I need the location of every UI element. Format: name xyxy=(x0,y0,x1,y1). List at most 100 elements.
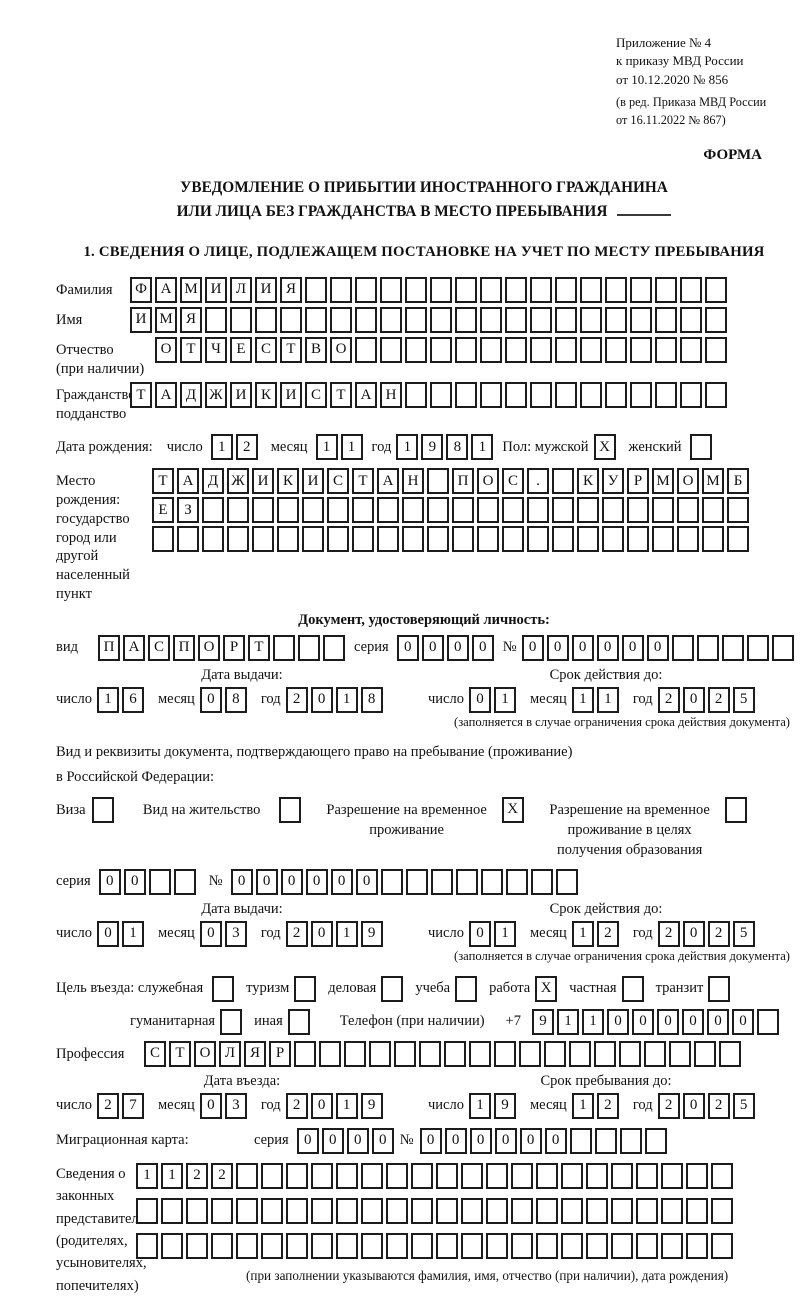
char-cell[interactable]: 1 xyxy=(493,686,516,713)
char-cell[interactable]: 2 xyxy=(96,1092,119,1119)
char-cell[interactable]: А xyxy=(155,382,177,409)
char-cell[interactable] xyxy=(705,382,727,409)
char-cell[interactable]: 1 xyxy=(96,686,119,713)
checkbox-purpose-private[interactable] xyxy=(621,975,644,1002)
char-cell[interactable]: Ч xyxy=(205,336,227,363)
char-cell[interactable] xyxy=(527,497,549,524)
char-cell[interactable] xyxy=(419,1040,441,1067)
char-cell[interactable]: 1 xyxy=(571,920,594,947)
char-cell[interactable]: И xyxy=(280,382,302,409)
char-cell[interactable] xyxy=(430,336,452,363)
char-cell[interactable]: Ф xyxy=(130,276,152,303)
char-cell[interactable] xyxy=(355,336,377,363)
char-cell[interactable]: 2 xyxy=(186,1162,208,1189)
char-cell[interactable]: 0 xyxy=(656,1008,679,1035)
char-cell[interactable]: Я xyxy=(180,306,202,333)
char-cell[interactable] xyxy=(161,1232,183,1259)
char-cell[interactable] xyxy=(569,1127,592,1154)
char-cell[interactable] xyxy=(652,526,674,553)
char-cell[interactable]: 0 xyxy=(521,634,544,661)
char-cell[interactable] xyxy=(530,868,553,895)
char-cell[interactable] xyxy=(552,526,574,553)
char-cell[interactable] xyxy=(561,1162,583,1189)
char-cell[interactable] xyxy=(152,526,174,553)
char-cell[interactable] xyxy=(302,497,324,524)
char-cell[interactable] xyxy=(580,336,602,363)
char-cell[interactable] xyxy=(236,1197,258,1224)
char-cell[interactable] xyxy=(527,526,549,553)
char-cell[interactable] xyxy=(386,1162,408,1189)
char-cell[interactable]: С xyxy=(144,1040,166,1067)
char-cell[interactable] xyxy=(148,868,171,895)
char-cell[interactable] xyxy=(252,497,274,524)
char-cell[interactable] xyxy=(186,1197,208,1224)
char-cell[interactable] xyxy=(355,276,377,303)
checkbox-purpose-business[interactable] xyxy=(381,975,404,1002)
char-cell[interactable]: 9 xyxy=(360,920,383,947)
char-cell[interactable]: 0 xyxy=(731,1008,754,1035)
char-cell[interactable]: Т xyxy=(169,1040,191,1067)
char-cell[interactable]: 0 xyxy=(305,868,328,895)
char-cell[interactable]: 2 xyxy=(235,434,258,461)
char-cell[interactable] xyxy=(311,1197,333,1224)
char-cell[interactable]: 1 xyxy=(581,1008,604,1035)
char-cell[interactable]: 2 xyxy=(707,920,730,947)
char-cell[interactable] xyxy=(502,526,524,553)
char-cell[interactable] xyxy=(661,1197,683,1224)
char-cell[interactable]: А xyxy=(377,468,399,495)
char-cell[interactable] xyxy=(311,1232,333,1259)
char-cell[interactable] xyxy=(505,382,527,409)
char-cell[interactable]: 0 xyxy=(321,1127,344,1154)
char-cell[interactable] xyxy=(577,526,599,553)
char-cell[interactable] xyxy=(505,336,527,363)
char-cell[interactable]: 0 xyxy=(596,634,619,661)
char-cell[interactable] xyxy=(469,1040,491,1067)
char-cell[interactable] xyxy=(411,1197,433,1224)
char-cell[interactable] xyxy=(136,1197,158,1224)
char-cell[interactable]: 1 xyxy=(556,1008,579,1035)
char-cell[interactable]: И xyxy=(255,276,277,303)
char-cell[interactable]: 0 xyxy=(468,686,491,713)
char-cell[interactable] xyxy=(677,526,699,553)
char-cell[interactable]: 0 xyxy=(682,920,705,947)
char-cell[interactable] xyxy=(756,1008,779,1035)
char-cell[interactable] xyxy=(380,276,402,303)
char-cell[interactable] xyxy=(477,497,499,524)
char-cell[interactable]: 0 xyxy=(469,1127,492,1154)
char-cell[interactable]: 0 xyxy=(355,868,378,895)
char-cell[interactable]: К xyxy=(255,382,277,409)
char-cell[interactable] xyxy=(611,1197,633,1224)
char-cell[interactable]: А xyxy=(155,276,177,303)
char-cell[interactable]: Р xyxy=(223,634,245,661)
char-cell[interactable] xyxy=(286,1232,308,1259)
char-cell[interactable]: И xyxy=(252,468,274,495)
char-cell[interactable] xyxy=(502,497,524,524)
char-cell[interactable] xyxy=(227,497,249,524)
char-cell[interactable]: Е xyxy=(152,497,174,524)
char-cell[interactable] xyxy=(680,276,702,303)
char-cell[interactable] xyxy=(711,1162,733,1189)
char-cell[interactable]: В xyxy=(305,336,327,363)
char-cell[interactable] xyxy=(536,1232,558,1259)
char-cell[interactable]: М xyxy=(702,468,724,495)
char-cell[interactable]: 0 xyxy=(346,1127,369,1154)
char-cell[interactable] xyxy=(555,382,577,409)
char-cell[interactable]: 8 xyxy=(446,434,469,461)
char-cell[interactable] xyxy=(627,497,649,524)
checkbox-purpose-official[interactable] xyxy=(212,975,235,1002)
char-cell[interactable] xyxy=(405,336,427,363)
char-cell[interactable] xyxy=(594,1040,616,1067)
char-cell[interactable] xyxy=(405,382,427,409)
char-cell[interactable] xyxy=(361,1162,383,1189)
char-cell[interactable]: 0 xyxy=(706,1008,729,1035)
char-cell[interactable] xyxy=(427,468,449,495)
char-cell[interactable] xyxy=(594,1127,617,1154)
char-cell[interactable] xyxy=(452,526,474,553)
checkbox-temp-residence-education[interactable] xyxy=(724,796,747,823)
char-cell[interactable]: 0 xyxy=(123,868,146,895)
char-cell[interactable] xyxy=(402,526,424,553)
char-cell[interactable]: 0 xyxy=(468,920,491,947)
char-cell[interactable]: Т xyxy=(280,336,302,363)
char-cell[interactable] xyxy=(286,1162,308,1189)
char-cell[interactable] xyxy=(261,1197,283,1224)
